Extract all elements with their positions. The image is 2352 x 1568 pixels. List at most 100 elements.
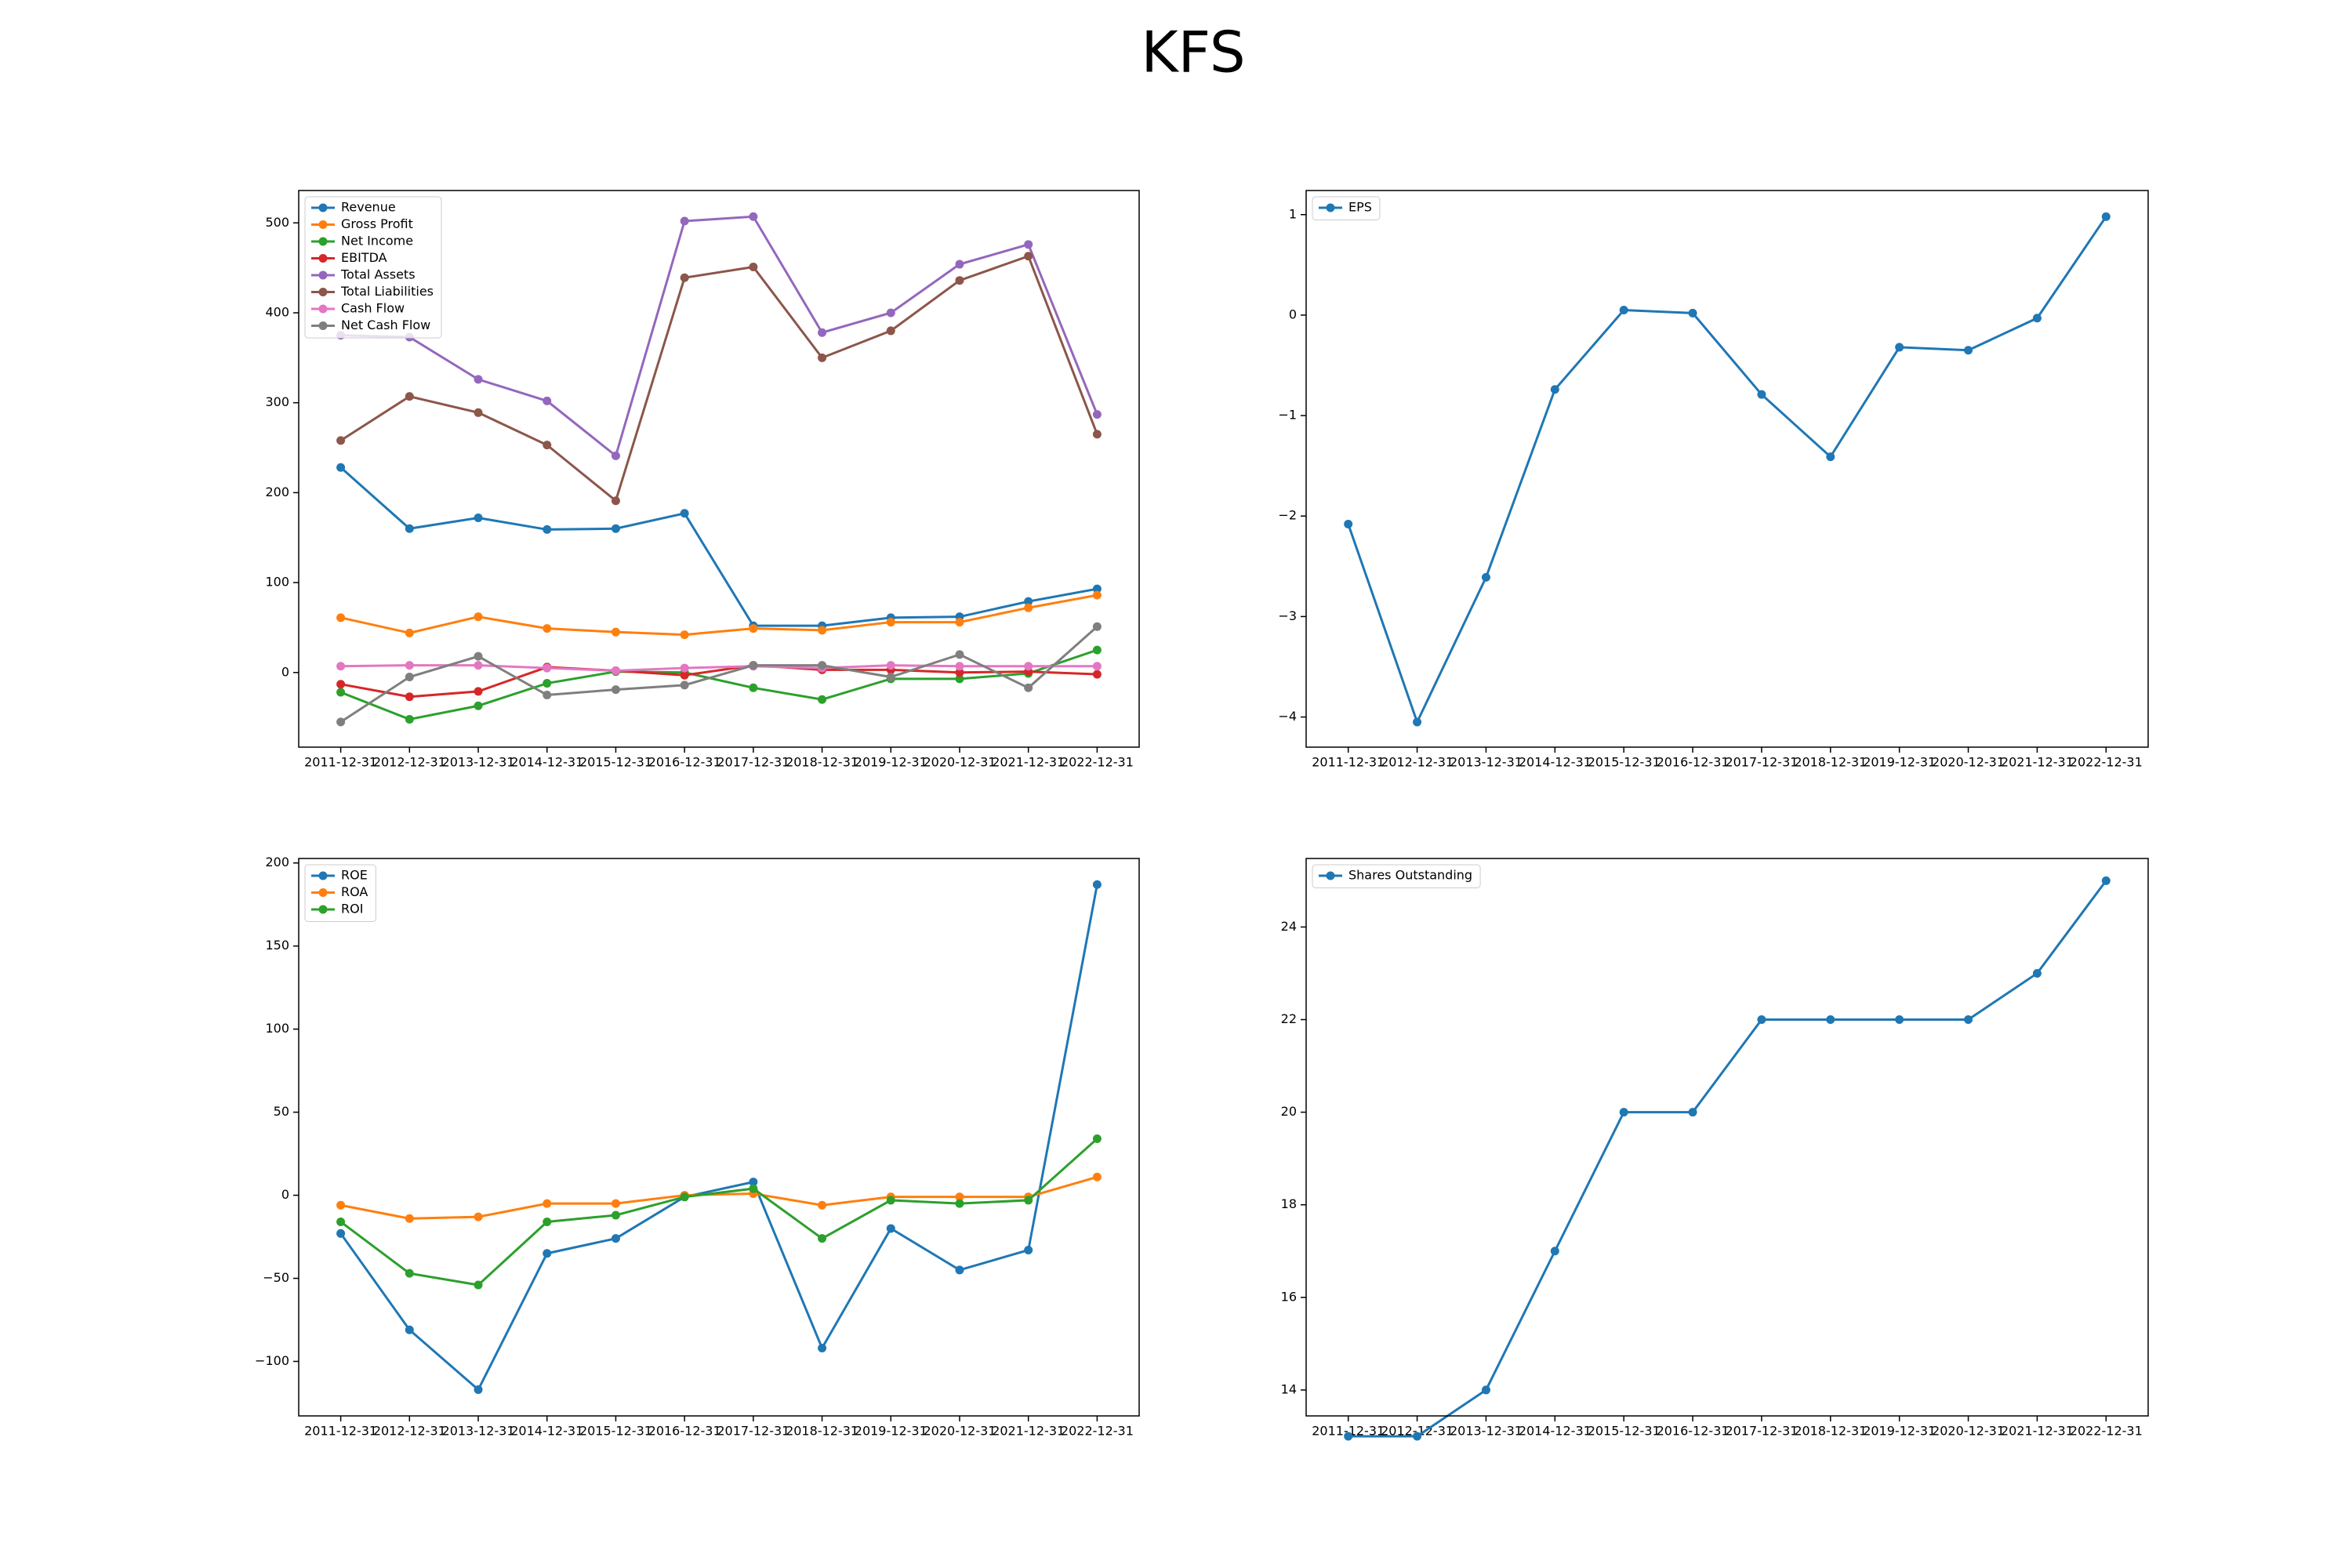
point: [611, 685, 620, 695]
point: [543, 396, 552, 405]
legend-marker: [318, 254, 328, 263]
axes: 0 100 200 300 400 500 2011-12-312012-12-312013…: [265, 190, 1140, 770]
x-tick-label: 2011-12-31: [1312, 1424, 1385, 1439]
x-tick-label: 2013-12-31: [1450, 1424, 1523, 1439]
legend-label: Revenue: [341, 200, 396, 215]
point: [955, 674, 964, 684]
point: [543, 524, 552, 534]
point: [955, 650, 964, 659]
point: [749, 624, 758, 633]
series-line: [339, 884, 1098, 1392]
point: [955, 260, 964, 269]
point: [543, 1217, 552, 1226]
point: [680, 509, 689, 518]
point: [474, 701, 483, 710]
x-tick-label: 2015-12-31: [579, 755, 652, 770]
x-tick-label: 2022-12-31: [2070, 755, 2143, 770]
point: [1619, 1108, 1628, 1117]
axes-frame: [298, 858, 1140, 1417]
x-tick-label: 2017-12-31: [1725, 1424, 1798, 1439]
point: [818, 1200, 827, 1210]
x-tick-label: 2014-12-31: [510, 1424, 583, 1439]
x-tick-label: 2014-12-31: [1519, 1424, 1592, 1439]
point: [474, 652, 483, 661]
x-tick-label: 2020-12-31: [923, 755, 996, 770]
y-tick-label: 24: [1281, 919, 1297, 934]
x-tick-label: 2017-12-31: [1725, 755, 1798, 770]
point: [1688, 308, 1697, 318]
x-tick-label: 2013-12-31: [1450, 755, 1523, 770]
x-tick-label: 2022-12-31: [2070, 1424, 2143, 1439]
axes: −4 −3 −2 −1 0 1 2011-12-312012-12-312013-12-31…: [1278, 190, 2149, 770]
x-tick-label: 2022-12-31: [1061, 755, 1134, 770]
x-tick-label: 2014-12-31: [1519, 755, 1592, 770]
x-tick-label: 2022-12-31: [1061, 1424, 1134, 1439]
y-tick-label: 16: [1281, 1289, 1297, 1304]
y-tick-label: 50: [274, 1104, 289, 1119]
point: [405, 714, 414, 724]
x-tick-label: 2015-12-31: [1588, 755, 1661, 770]
point: [336, 613, 346, 622]
x-tick-label: 2012-12-31: [1381, 755, 1454, 770]
point: [680, 1192, 689, 1202]
point: [543, 1199, 552, 1208]
point: [336, 1217, 346, 1226]
point: [818, 695, 827, 704]
axes: 14 16 18 20 22 24 2011-12-312012-12-312013-12-…: [1281, 858, 2149, 1441]
legend-marker: [318, 237, 328, 246]
point: [1024, 1196, 1033, 1205]
legend-label: ROI: [341, 902, 363, 916]
point: [955, 618, 964, 627]
legend-marker: [318, 905, 328, 914]
point: [2101, 212, 2111, 221]
series-line: [340, 664, 1098, 699]
point: [336, 436, 346, 445]
point: [749, 1184, 758, 1193]
point: [336, 463, 346, 472]
legend-label: Gross Profit: [341, 216, 413, 231]
y-tick-label: 22: [1281, 1011, 1297, 1026]
series-line: [1347, 216, 2107, 725]
point: [1024, 662, 1033, 671]
y-tick-label: 14: [1281, 1381, 1297, 1396]
y-tick-label: 0: [281, 664, 289, 679]
point: [1024, 252, 1033, 261]
series-line: [1348, 880, 2107, 1438]
point: [2032, 314, 2042, 323]
x-tick-label: 2018-12-31: [786, 1424, 858, 1439]
point: [955, 668, 964, 677]
legend-label: EBITDA: [341, 250, 387, 265]
y-tick-label: −1: [1278, 408, 1297, 423]
point: [1964, 1015, 1973, 1025]
y-tick-label: −4: [1278, 709, 1297, 724]
point: [818, 661, 827, 670]
point: [680, 681, 689, 690]
x-tick-label: 2021-12-31: [2001, 755, 2074, 770]
point: [1413, 1432, 1422, 1441]
point: [749, 661, 758, 670]
point: [886, 618, 895, 627]
point: [543, 1249, 552, 1258]
point: [818, 1234, 827, 1243]
point: [336, 662, 346, 671]
y-tick-label: −50: [263, 1270, 289, 1285]
x-tick-label: 2019-12-31: [855, 1424, 927, 1439]
point: [1092, 622, 1102, 631]
point: [405, 1214, 414, 1223]
x-tick-label: 2011-12-31: [304, 755, 377, 770]
point: [818, 626, 827, 635]
legend-marker: [318, 321, 328, 330]
x-tick-label: 2013-12-31: [442, 1424, 515, 1439]
point: [336, 1200, 346, 1210]
point: [1092, 670, 1102, 679]
x-tick-label: 2015-12-31: [1588, 1424, 1661, 1439]
point: [611, 524, 620, 533]
point: [1550, 385, 1559, 394]
point: [1344, 519, 1353, 528]
point: [1619, 306, 1628, 315]
point: [1092, 430, 1102, 439]
x-tick-label: 2012-12-31: [1381, 1424, 1454, 1439]
point: [680, 663, 689, 673]
series-line: [340, 664, 1098, 673]
